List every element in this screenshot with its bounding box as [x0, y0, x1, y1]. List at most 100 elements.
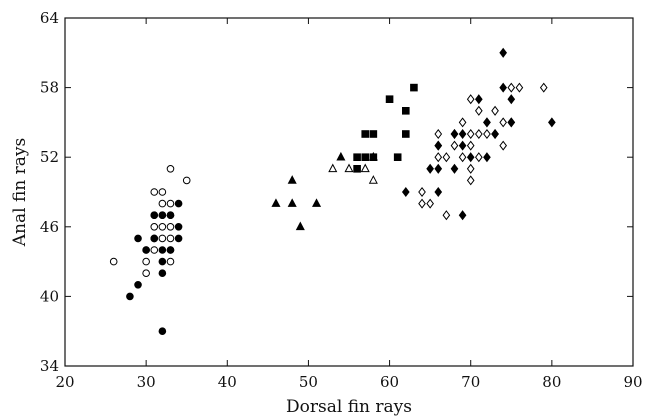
data-point — [442, 152, 451, 163]
data-point — [434, 186, 443, 198]
data-point — [499, 47, 508, 58]
data-point — [458, 128, 467, 140]
data-point — [458, 152, 467, 163]
data-point — [126, 292, 134, 301]
data-point — [109, 257, 118, 266]
data-point — [142, 246, 150, 254]
x-tick-label: 40 — [218, 373, 237, 391]
data-point — [466, 128, 475, 140]
data-point — [483, 128, 491, 140]
data-point — [174, 199, 183, 208]
data-point — [548, 117, 556, 128]
axis-ticks — [64, 17, 634, 367]
data-point — [466, 152, 475, 163]
data-point — [158, 234, 167, 243]
x-tick-labels: 20 30 40 50 60 70 80 90 — [55, 373, 642, 391]
data-point — [142, 269, 150, 278]
x-tick-label: 90 — [623, 373, 642, 391]
data-point — [515, 82, 524, 93]
data-point — [295, 221, 305, 231]
data-point — [450, 140, 459, 151]
y-tick-label: 34 — [40, 357, 59, 375]
data-point — [361, 130, 370, 138]
data-point — [418, 198, 426, 209]
x-tick-label: 80 — [542, 373, 561, 391]
series-filled-diamond — [401, 47, 556, 221]
data-point — [483, 117, 491, 128]
data-point — [401, 186, 410, 198]
data-point — [166, 246, 175, 254]
data-point — [336, 151, 346, 161]
data-point — [507, 117, 516, 128]
y-tick-label: 58 — [40, 79, 59, 97]
data-point — [499, 82, 508, 93]
data-point — [166, 199, 175, 208]
data-point — [150, 211, 159, 219]
series-filled-triangle — [271, 151, 346, 231]
data-point — [158, 199, 167, 208]
x-axis-title: Dorsal fin rays — [286, 397, 412, 416]
data-point — [450, 128, 459, 140]
data-point — [142, 257, 150, 266]
data-point — [369, 153, 378, 161]
data-point — [360, 163, 370, 173]
data-point — [369, 130, 378, 138]
data-point — [491, 128, 499, 140]
data-point — [491, 105, 499, 116]
data-point — [442, 210, 451, 221]
data-point — [182, 176, 191, 185]
data-point — [466, 175, 475, 186]
data-point — [385, 95, 394, 104]
x-tick-label: 30 — [137, 373, 156, 391]
x-tick-label: 50 — [299, 373, 318, 391]
data-point — [507, 82, 516, 93]
x-tick-label: 70 — [461, 373, 480, 391]
data-point — [434, 163, 443, 174]
data-point — [287, 175, 297, 184]
data-point — [134, 281, 142, 289]
data-point — [474, 94, 483, 105]
x-tick-label: 60 — [380, 373, 399, 391]
data-point — [474, 105, 483, 116]
data-point — [458, 140, 467, 151]
data-point — [458, 210, 467, 221]
series-open-circle — [109, 165, 191, 278]
data-point — [426, 198, 434, 209]
data-point — [158, 223, 167, 231]
data-point — [474, 128, 483, 140]
data-point — [474, 152, 483, 163]
data-point — [450, 163, 459, 174]
data-point — [312, 198, 322, 207]
data-point — [166, 234, 175, 243]
data-point — [483, 152, 491, 163]
data-point — [166, 165, 175, 173]
series-open-diamond — [418, 82, 548, 221]
data-point — [507, 94, 516, 105]
series-filled-circle — [126, 199, 183, 336]
data-point — [418, 186, 426, 198]
data-point — [466, 140, 475, 151]
y-tick-label: 52 — [40, 148, 59, 166]
data-point — [158, 188, 167, 196]
data-point — [410, 83, 418, 92]
y-tick-label: 40 — [40, 287, 59, 305]
plot-frame — [64, 17, 634, 367]
data-point — [539, 82, 548, 93]
data-point — [361, 153, 370, 161]
y-tick-label: 64 — [40, 9, 59, 27]
data-point — [353, 153, 361, 161]
data-point — [150, 234, 159, 243]
data-point — [402, 107, 410, 115]
data-point — [134, 234, 142, 243]
series-filled-square — [353, 83, 418, 173]
data-point — [434, 140, 443, 151]
data-point — [158, 327, 167, 336]
data-point — [499, 117, 508, 128]
data-point — [166, 257, 175, 266]
data-point — [458, 117, 467, 128]
data-points — [109, 47, 556, 336]
data-point — [393, 153, 402, 161]
data-point — [434, 128, 443, 140]
data-point — [287, 198, 297, 207]
